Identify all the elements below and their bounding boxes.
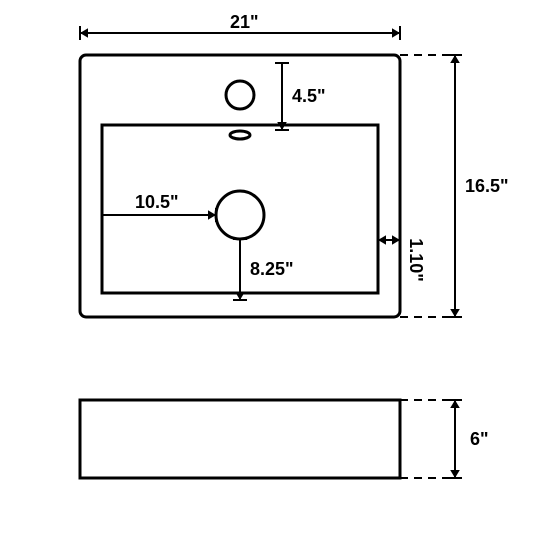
dim-width-label: 21" [230,12,259,32]
sink-dimension-diagram: 21" 16.5" 4.5" 10.5" 8.25" 1.10" 6" [0,0,550,550]
dim-faucet-label: 4.5" [292,86,326,106]
dim-drain-v-label: 8.25" [250,259,294,279]
drain-hole [216,191,264,239]
sink-side-view [80,400,400,478]
dim-height-label: 16.5" [465,176,509,196]
dim-rim-label: 1.10" [406,238,426,282]
faucet-hole [226,81,254,109]
overflow-hole [230,131,250,139]
dim-drain-h-label: 10.5" [135,192,179,212]
dim-side-h-label: 6" [470,429,489,449]
